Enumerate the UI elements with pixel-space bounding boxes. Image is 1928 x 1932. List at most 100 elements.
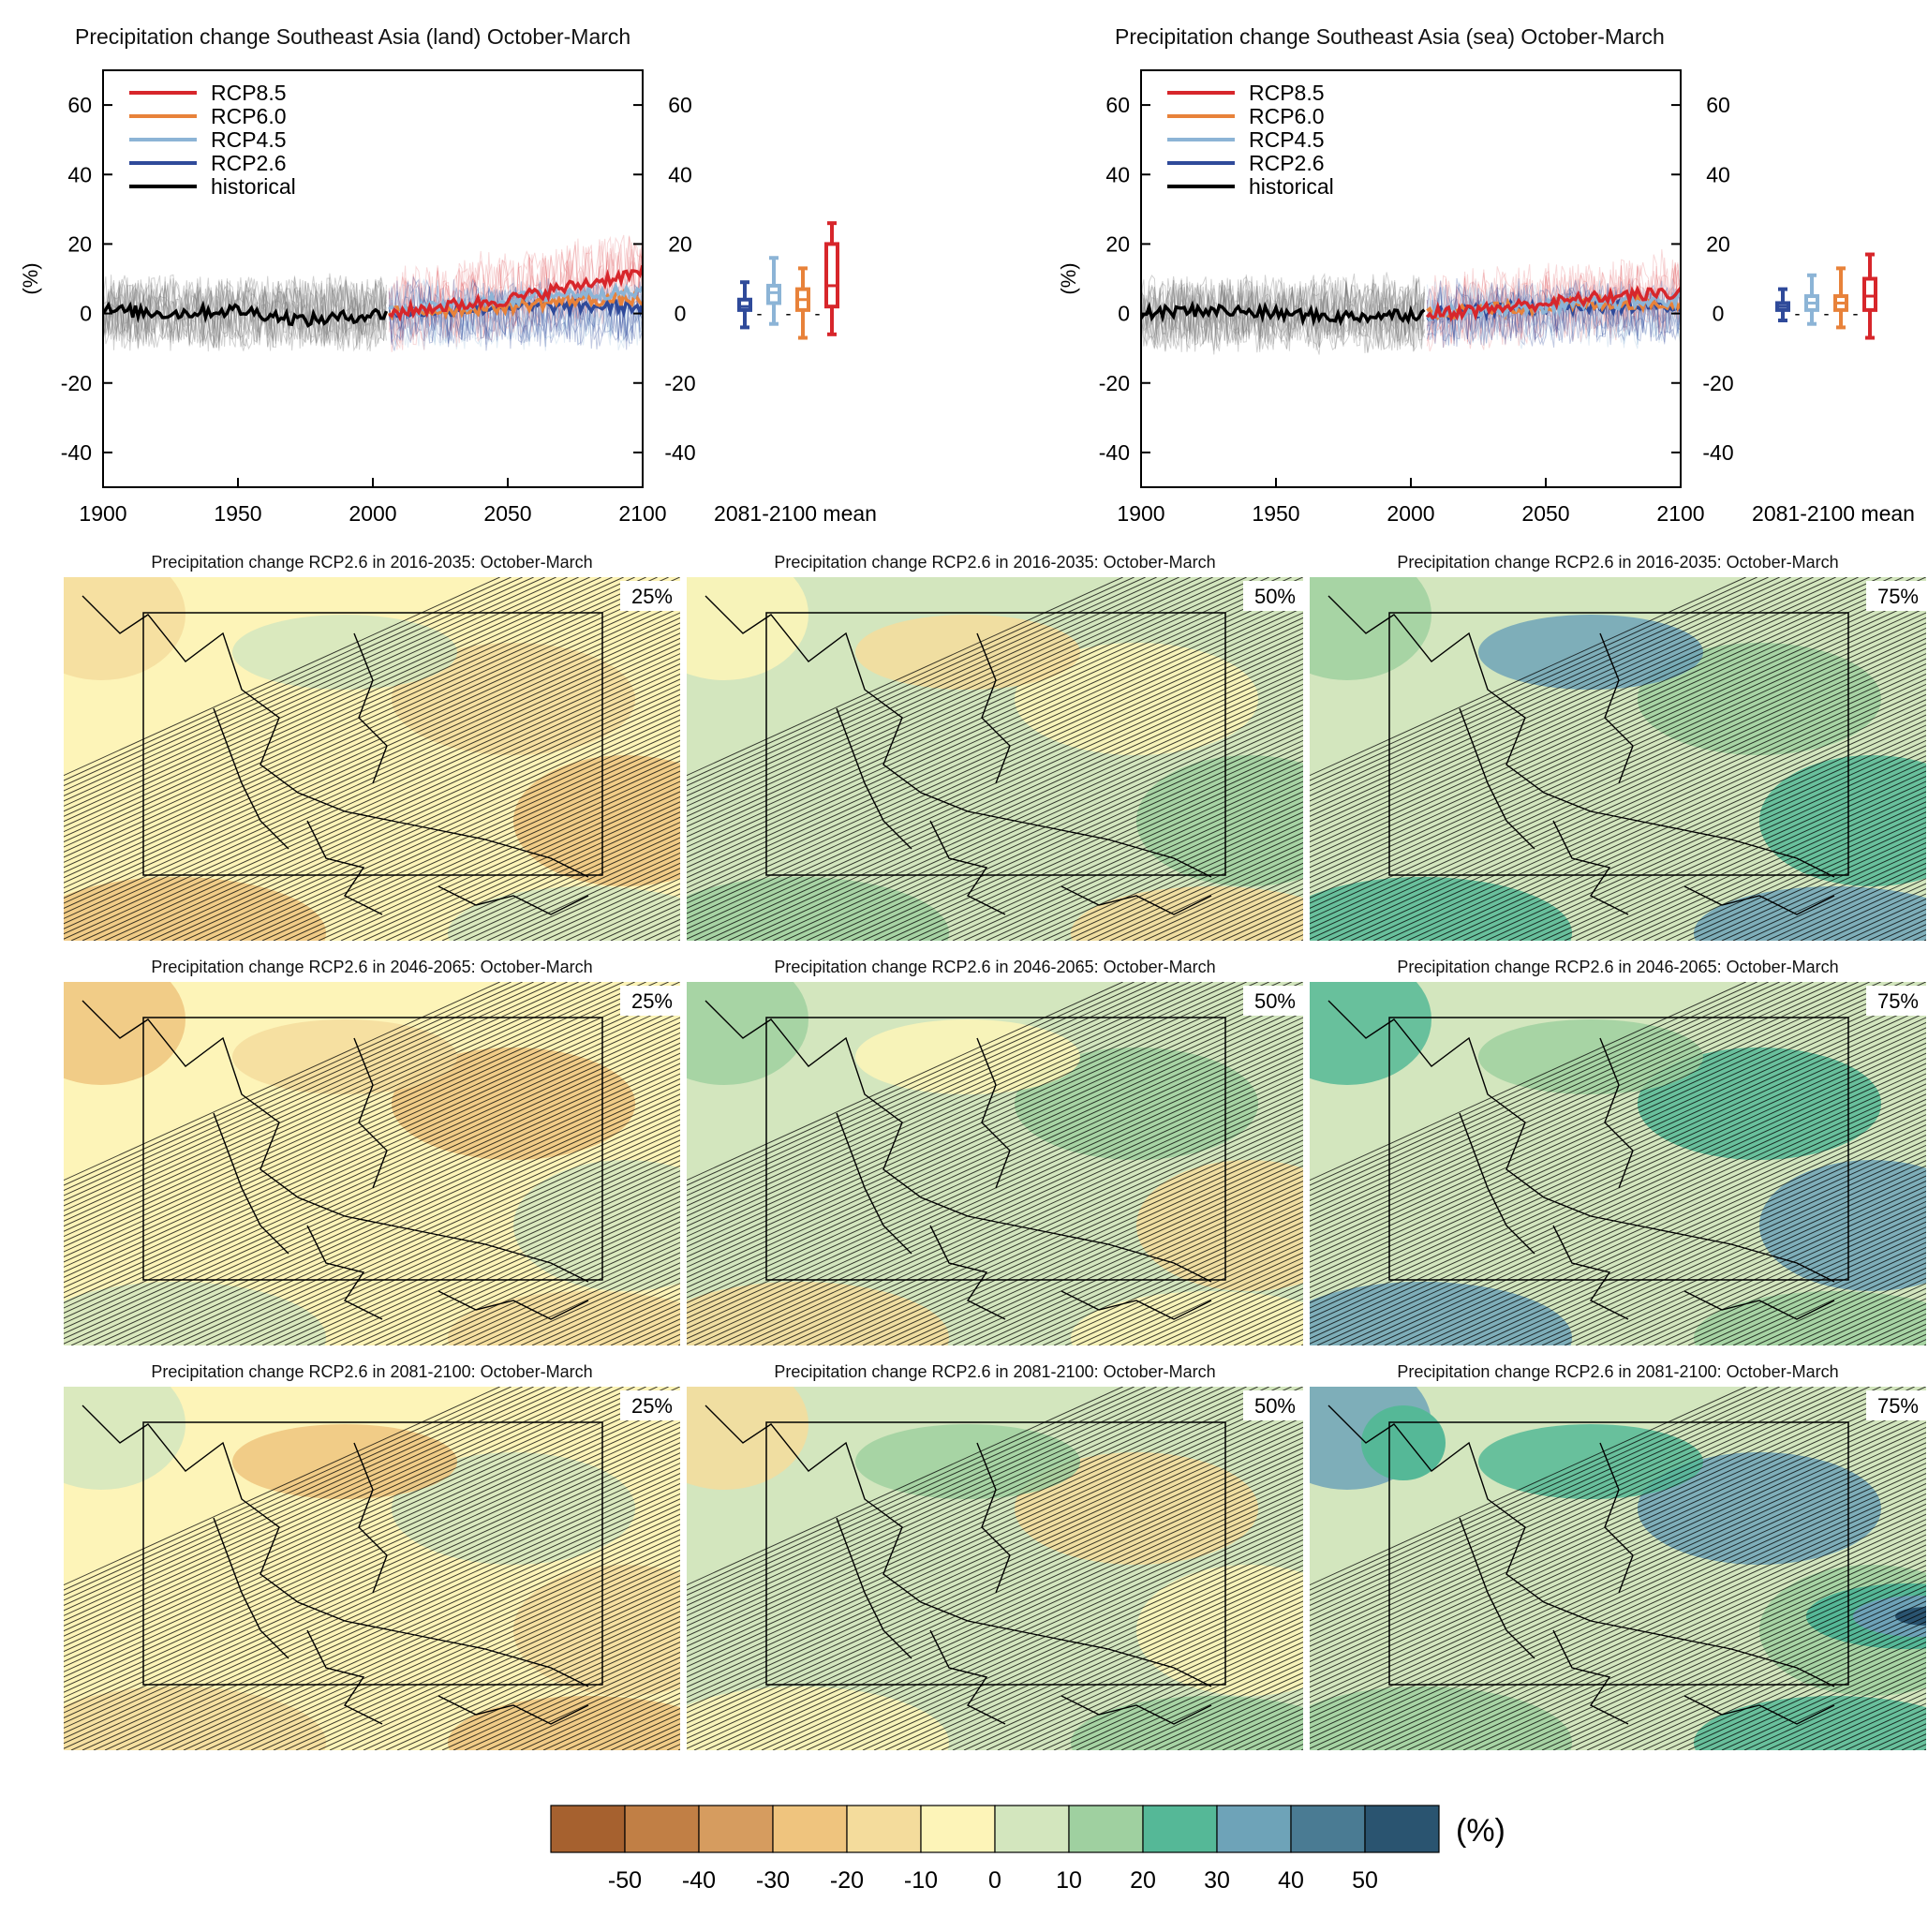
map-title: Precipitation change RCP2.6 in 2046-2065… <box>151 958 593 976</box>
hatch-line <box>464 841 680 941</box>
hatch-line <box>64 1401 680 1683</box>
series-line-historical <box>1141 300 1426 327</box>
hatch-line <box>687 1463 1303 1745</box>
contour-region <box>687 1387 808 1490</box>
hatch-line <box>1316 662 1926 941</box>
zero-dash: - <box>1824 305 1830 323</box>
hatch-line <box>216 1538 680 1750</box>
hatch-line <box>687 1442 1303 1724</box>
zero-dash: - <box>1795 305 1801 323</box>
hatch-line <box>64 1387 680 1668</box>
hatch-line <box>1098 1657 1303 1750</box>
contour-region <box>855 1019 1080 1094</box>
region-box <box>1388 1017 1849 1281</box>
hatch-line <box>64 591 680 873</box>
y-tick-label: -40 <box>61 440 92 465</box>
hatch-line <box>817 1528 1303 1750</box>
hatch-line <box>149 1508 680 1750</box>
map-panel-r1-c1: 25% <box>64 577 680 941</box>
hatch-line <box>1310 1387 1814 1616</box>
hatch-line <box>749 1498 1303 1750</box>
hatch-line <box>194 1123 680 1345</box>
hatch-line <box>64 1387 568 1616</box>
hatch-line <box>1310 1387 1847 1632</box>
ensemble-member-line <box>103 275 387 351</box>
hatch-line <box>907 1569 1303 1750</box>
hatch-line <box>531 872 680 941</box>
boxplot-rcp60 <box>1833 266 1848 330</box>
map-panel-r1-c2: 50% <box>687 577 1303 941</box>
hatch-line <box>1384 1503 1926 1750</box>
hatch-line <box>1310 982 1870 1238</box>
hatch-line <box>1496 745 1926 941</box>
y-tick-label: 20 <box>67 231 92 256</box>
colorbar-swatch <box>624 1805 700 1853</box>
hatch-line <box>205 1129 680 1345</box>
legend-label: RCP2.6 <box>211 151 287 175</box>
hatch-line <box>1327 1073 1926 1345</box>
hatch-line <box>1417 1114 1926 1345</box>
hatch-line <box>1474 1544 1926 1750</box>
series-line-rcp85 <box>388 264 643 322</box>
hatch-line <box>1310 982 1881 1242</box>
y-tick-label: -20 <box>1099 371 1130 395</box>
boxplot-rcp85 <box>1862 252 1877 340</box>
hatch-line <box>851 735 1303 941</box>
hatch-line <box>64 982 669 1258</box>
hatch-line <box>64 1442 680 1724</box>
hatch-line <box>1310 577 1892 843</box>
hatch-line <box>1310 577 1847 823</box>
hatch-line <box>687 1387 1292 1663</box>
hatch-line <box>261 1559 680 1750</box>
hatch-line <box>783 1513 1303 1750</box>
hatch-line <box>1339 673 1926 941</box>
hatching <box>1310 1387 1926 1750</box>
hatch-line <box>1552 1175 1926 1345</box>
hatch-line <box>1485 1549 1926 1750</box>
hatch-line <box>239 1549 680 1750</box>
hatch-line <box>1721 1657 1926 1750</box>
hatch-line <box>64 1457 680 1739</box>
hatch-line <box>64 1011 680 1294</box>
hatch-line <box>884 750 1303 941</box>
colorbar-tick-label: 20 <box>1130 1867 1156 1894</box>
hatch-line <box>1710 841 1926 941</box>
y-tick-label: 20 <box>668 231 692 256</box>
region-box <box>142 1017 603 1281</box>
hatch-line <box>1451 1534 1926 1750</box>
hatch-line <box>1429 1523 1926 1750</box>
hatch-line <box>1310 587 1926 869</box>
hatch-line <box>329 1185 680 1345</box>
hatch-line <box>1777 1277 1926 1345</box>
hatch-line <box>687 577 1247 833</box>
hatch-line <box>817 1123 1303 1345</box>
hatch-line <box>963 1595 1303 1750</box>
contour-region <box>1361 1405 1446 1480</box>
hatch-line <box>687 1452 1303 1734</box>
colorbar-unit: (%) <box>1456 1813 1505 1849</box>
hatch-line <box>64 1058 680 1340</box>
hatch-line <box>1310 647 1926 929</box>
hatch-line <box>509 1672 680 1750</box>
y-tick-label: 40 <box>1706 162 1730 186</box>
ensemble-member-line <box>103 278 387 349</box>
hatch-line <box>1310 653 1926 935</box>
hatch-line <box>687 1436 1303 1719</box>
hatch-line <box>351 1600 680 1750</box>
hatch-line <box>1310 1457 1926 1739</box>
hatch-line <box>64 1021 680 1304</box>
hatch-line <box>1575 1185 1926 1345</box>
hatch-line <box>160 1108 680 1345</box>
ensemble-member-line <box>1426 261 1681 342</box>
hatch-line <box>1698 837 1926 941</box>
zero-dash: - <box>786 305 792 323</box>
coastline <box>1327 1404 1835 1725</box>
hatch-line <box>896 1565 1303 1750</box>
hatch-line <box>1109 1256 1303 1345</box>
map-panel-r2-c1: 25% <box>64 982 680 1345</box>
hatch-line <box>1310 1387 1915 1663</box>
hatch-line <box>1310 1052 1926 1334</box>
hatch-line <box>171 1519 680 1750</box>
hatch-line <box>430 1636 680 1750</box>
hatch-line <box>64 1387 590 1627</box>
